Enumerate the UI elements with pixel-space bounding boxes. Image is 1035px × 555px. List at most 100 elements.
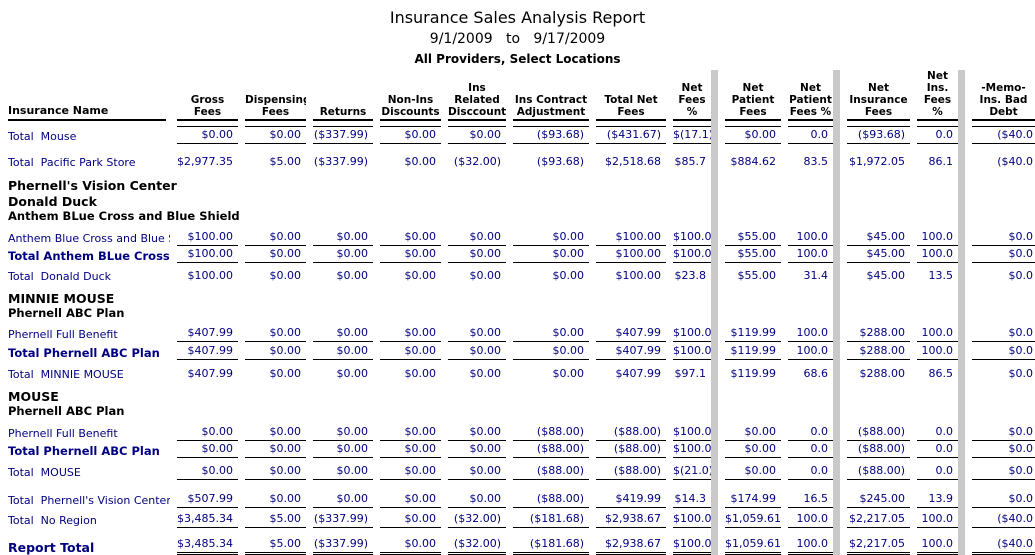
table-cell [373, 170, 441, 193]
table-cell: $0.0 [965, 441, 1035, 458]
column-header-label: Non-Ins Discounts [380, 94, 441, 121]
table-cell: $5.00 [238, 144, 306, 170]
table-cell [965, 170, 1035, 193]
table-cell: ($431.67) [589, 121, 666, 144]
table-cell: ($40.0 [965, 528, 1035, 555]
column-separator-bar [958, 360, 965, 382]
table-cell [589, 170, 666, 193]
column-header: Net Insurance Fees [840, 70, 910, 121]
cell-value: $0.00 [448, 441, 506, 458]
table-cell [170, 170, 238, 193]
row-label: Total Phernell ABC Plan [8, 444, 160, 458]
table-cell [910, 170, 958, 193]
cell-value: $0.0 [972, 343, 1035, 360]
table-cell [718, 209, 781, 223]
table-cell: 0.0 [910, 121, 958, 144]
column-separator-bar [711, 320, 718, 342]
cell-value: ($88.00) [596, 441, 666, 458]
cell-value: $0.00 [448, 463, 506, 480]
cell-value: $288.00 [859, 367, 906, 380]
cell-value: $0.00 [380, 424, 441, 441]
table-cell: $0.00 [373, 121, 441, 144]
column-separator-bar [711, 342, 718, 360]
table-cell: $5.00 [238, 528, 306, 555]
cell-value: $45.00 [866, 269, 906, 282]
table-cell: $0.00 [441, 418, 506, 441]
cell-value: $0.00 [380, 343, 441, 360]
table-cell: $0.00 [238, 121, 306, 144]
cell-value: 100.0 [788, 511, 833, 528]
table-cell: $0.00 [170, 418, 238, 441]
table-row: Phernell Full Benefit $0.00 $0.00 $0.00 $0.0… [0, 418, 1035, 441]
table-row: Total Mouse $0.00 $0.00 ($337.99) $0.00 $0.00… [0, 121, 1035, 144]
table-cell: $0.00 [506, 263, 589, 284]
cell-value: $(17.1) [673, 126, 711, 144]
column-header-insurance-name: Insurance Name [0, 70, 170, 121]
table-cell: $0.0 [965, 223, 1035, 246]
cell-value: $0.00 [245, 229, 306, 246]
cell-value: $0.0 [972, 325, 1035, 342]
cell-value: 0.0 [788, 424, 833, 441]
cell-value: $100.00 [596, 246, 666, 263]
column-header: Net Ins. Fees % [910, 70, 958, 121]
table-cell: ($181.68) [506, 528, 589, 555]
table-cell: $45.00 [840, 223, 910, 246]
table-cell [238, 209, 306, 223]
table-cell: $100.0 [666, 418, 711, 441]
table-cell: $0.00 [373, 342, 441, 360]
table-cell [910, 193, 958, 209]
table-cell: $0.00 [306, 458, 373, 480]
cell-value: $0.00 [380, 246, 441, 263]
cell-value: $0.0 [1008, 367, 1034, 380]
cell-value: $97.1 [674, 367, 707, 380]
table-cell [306, 170, 373, 193]
column-separator-bar [833, 223, 840, 246]
cell-value: 0.0 [917, 441, 958, 458]
table-cell: $0.00 [718, 418, 781, 441]
table-cell: $0.00 [306, 320, 373, 342]
column-separator-bar [833, 480, 840, 508]
table-cell: $2,938.67 [589, 508, 666, 528]
column-header: -Memo- Ins. Bad Debt [965, 70, 1035, 121]
table-cell: $507.99 [170, 480, 238, 508]
table-cell [170, 284, 238, 306]
table-cell [170, 306, 238, 320]
column-separator-bar [711, 144, 718, 170]
table-cell [238, 193, 306, 209]
group-heading-row: Phernell ABC Plan [0, 404, 1035, 418]
column-separator-bar [833, 263, 840, 284]
cell-value: $0.00 [269, 367, 302, 380]
header-row: Insurance Name Gross Fees Dispensing Fees R… [0, 70, 1035, 121]
column-separator-bar [711, 246, 718, 263]
column-separator-bar [833, 360, 840, 382]
table-cell: $0.00 [441, 223, 506, 246]
table-cell [840, 404, 910, 418]
table-cell: $407.99 [170, 360, 238, 382]
column-separator-bar [958, 320, 965, 342]
cell-value: 100.0 [917, 343, 958, 360]
table-cell: $1,972.05 [840, 144, 910, 170]
table-cell: $100.0 [666, 223, 711, 246]
table-cell [238, 306, 306, 320]
table-cell: $3,485.34 [170, 528, 238, 555]
table-cell [666, 170, 711, 193]
table-cell [781, 284, 833, 306]
table-cell: $407.99 [170, 320, 238, 342]
table-cell: $0.00 [373, 263, 441, 284]
table-cell [441, 306, 506, 320]
table-cell: ($40.0 [965, 144, 1035, 170]
cell-value: $0.00 [448, 424, 506, 441]
group-heading-label: Anthem BLue Cross and Blue Shield [8, 209, 240, 223]
table-cell: $0.00 [373, 144, 441, 170]
column-separator-bar [711, 458, 718, 480]
column-separator-bar [833, 382, 840, 404]
table-cell [666, 382, 711, 404]
table-cell [170, 404, 238, 418]
cell-value: $100.0 [673, 246, 711, 263]
row-label: Total MOUSE [8, 466, 81, 479]
column-separator-bar [711, 528, 718, 555]
column-header-label: Returns [313, 106, 373, 121]
cell-value: ($32.00) [448, 536, 506, 555]
table-cell: $0.00 [373, 508, 441, 528]
column-separator-bar [958, 508, 965, 528]
